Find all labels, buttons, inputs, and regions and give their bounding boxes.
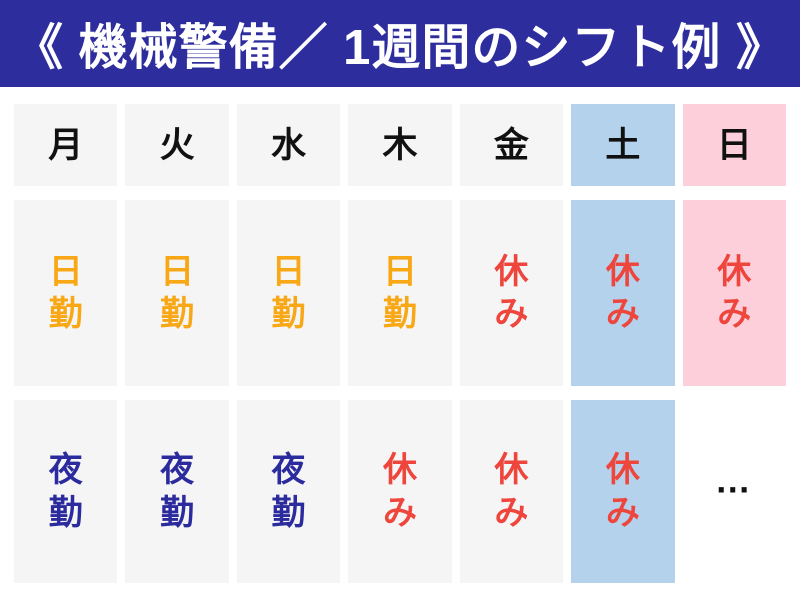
shift-cell-week1-wed: 日勤 xyxy=(236,200,341,386)
weekday-label: 月 xyxy=(48,125,84,165)
shift-label-rest: 休み xyxy=(382,451,417,532)
shift-cell-week2-mon: 夜勤 xyxy=(14,400,118,583)
shift-label-rest: 休み xyxy=(494,451,529,532)
shift-cell-week1-fri: 休み xyxy=(459,200,564,386)
weekday-label: 水 xyxy=(271,125,307,165)
weekday-label: 金 xyxy=(493,125,529,165)
shift-cell-week1-sun: 休み xyxy=(682,200,786,386)
shift-cell-week2-wed: 夜勤 xyxy=(236,400,341,583)
shift-label-day: 日勤 xyxy=(382,252,417,334)
shift-cell-week2-tue: 夜勤 xyxy=(125,400,229,583)
title-bar: 《 機械警備／ 1週間のシフト例 》 xyxy=(0,0,800,87)
weekday-header-sun: 日 xyxy=(682,104,786,186)
weekday-header-sat: 土 xyxy=(571,104,675,186)
shift-cell-week2-fri: 休み xyxy=(459,400,564,583)
continuation-ellipsis: … xyxy=(714,458,754,500)
shift-label-rest: 休み xyxy=(605,451,640,532)
shift-label-rest: 休み xyxy=(605,252,640,334)
shift-label-day: 日勤 xyxy=(48,252,83,334)
shift-cell-week1-sat: 休み xyxy=(571,200,675,386)
weekday-label: 木 xyxy=(382,125,418,165)
shift-cell-week1-tue: 日勤 xyxy=(125,200,229,386)
shift-cell-week1-thu: 日勤 xyxy=(348,200,452,386)
shift-label-day: 日勤 xyxy=(271,252,306,334)
weekday-header-thu: 木 xyxy=(348,104,452,186)
page-title: 《 機械警備／ 1週間のシフト例 》 xyxy=(13,21,787,75)
shift-label-rest: 休み xyxy=(717,252,752,334)
shift-cell-week2-thu: 休み xyxy=(348,400,452,583)
shift-label-night: 夜勤 xyxy=(160,451,195,532)
weekday-label: 日 xyxy=(716,125,752,165)
weekday-label: 土 xyxy=(605,125,641,165)
shift-label-night: 夜勤 xyxy=(271,451,306,532)
weekday-label: 火 xyxy=(159,125,195,165)
shift-table: 月 火 水 木 金 土 日 日勤 日勤 日勤 日勤 xyxy=(0,87,800,583)
shift-cell-week2-sat: 休み xyxy=(571,400,675,583)
shift-cell-week2-sun-continuation: … xyxy=(683,400,786,583)
shift-label-rest: 休み xyxy=(494,252,529,334)
weekday-header-mon: 月 xyxy=(14,104,118,186)
weekday-header-tue: 火 xyxy=(125,104,229,186)
weekday-header-fri: 金 xyxy=(459,104,564,186)
shift-cell-week1-mon: 日勤 xyxy=(14,200,118,386)
shift-label-day: 日勤 xyxy=(160,252,195,334)
weekday-header-wed: 水 xyxy=(236,104,341,186)
shift-label-night: 夜勤 xyxy=(48,451,83,532)
